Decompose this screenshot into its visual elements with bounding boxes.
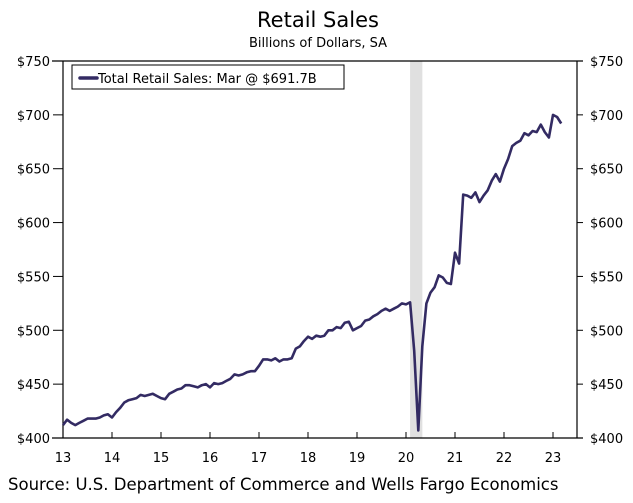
y-tick-label-left: $450 (17, 378, 50, 393)
y-tick-label-right: $400 (590, 432, 623, 447)
x-tick-label: 20 (398, 451, 415, 466)
y-tick-label-right: $750 (590, 55, 623, 70)
legend: Total Retail Sales: Mar @ $691.7B (71, 64, 345, 90)
axes (52, 60, 583, 439)
y-tick-label-left: $650 (17, 163, 50, 178)
y-tick-label-left: $700 (17, 109, 50, 124)
x-tick-label: 13 (55, 451, 72, 466)
y-tick-label-left: $750 (17, 55, 50, 70)
x-tick-label: 15 (153, 451, 170, 466)
y-tick-label-left: $500 (17, 324, 50, 339)
y-tick-label-right: $550 (590, 270, 623, 285)
y-tick-label-left: $400 (17, 432, 50, 447)
x-tick-label: 21 (447, 451, 464, 466)
y-tick-label-right: $700 (590, 109, 623, 124)
y-tick-label-right: $450 (590, 378, 623, 393)
x-tick-label: 19 (349, 451, 366, 466)
chart-subtitle: Billions of Dollars, SA (249, 36, 387, 51)
x-tick-label: 18 (300, 451, 317, 466)
legend-label: Total Retail Sales: Mar @ $691.7B (97, 72, 317, 87)
series-line-total-retail-sales (61, 113, 563, 432)
legend-box (71, 64, 345, 90)
y-tick-label-right: $650 (590, 163, 623, 178)
y-tick-label-right: $500 (590, 324, 623, 339)
y-tick-label-left: $600 (17, 217, 50, 232)
y-tick-label-right: $600 (590, 217, 623, 232)
chart-title: Retail Sales (257, 8, 379, 32)
y-tick-label-left: $550 (17, 270, 50, 285)
tick-labels: $400 $400 $450 $450 $500 $500 $550 $550 $600 $600… (17, 55, 623, 466)
x-tick-label: 22 (496, 451, 513, 466)
x-tick-label: 16 (202, 451, 219, 466)
x-tick-label: 23 (545, 451, 562, 466)
x-tick-label: 17 (251, 451, 268, 466)
source-note: Source: U.S. Department of Commerce and … (8, 475, 558, 494)
x-tick-label: 14 (104, 451, 121, 466)
